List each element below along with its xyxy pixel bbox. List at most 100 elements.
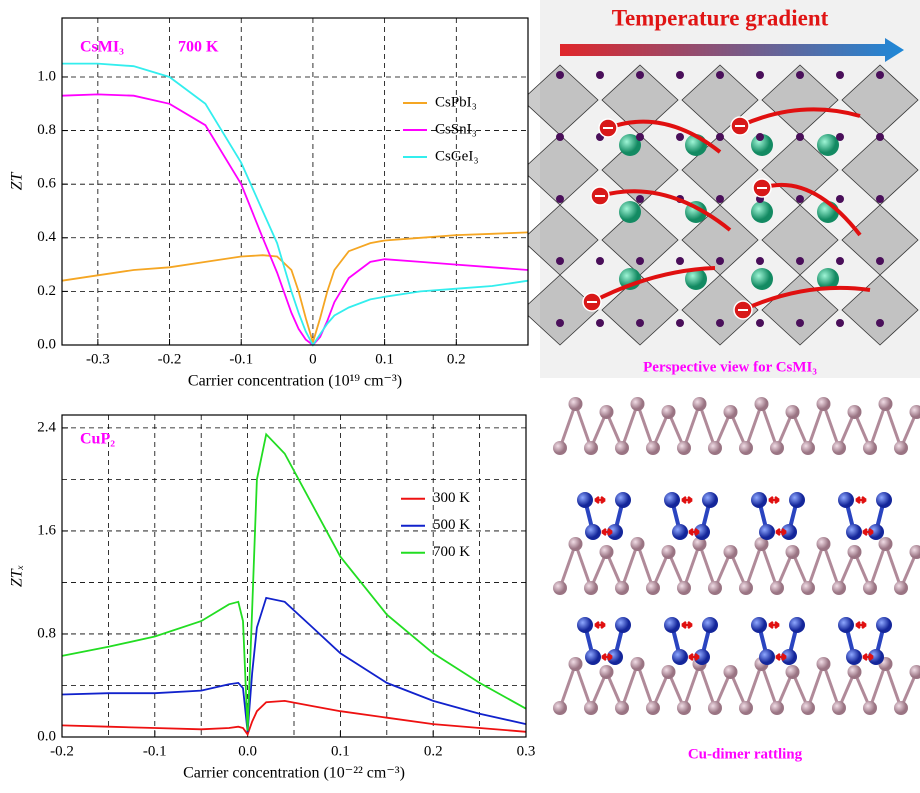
cu-atom — [838, 492, 854, 508]
p-atom — [770, 701, 784, 715]
i-atom — [796, 133, 804, 141]
p-atom — [739, 581, 753, 595]
i-atom — [756, 319, 764, 327]
cu-atom — [672, 649, 688, 665]
image-caption: Cu-dimer rattling — [688, 746, 803, 762]
i-atom — [636, 71, 644, 79]
rattle-arrow — [769, 622, 779, 628]
cu-atom — [664, 617, 680, 633]
cu-atom — [876, 617, 892, 633]
rattle-arrow — [602, 529, 612, 535]
i-atom — [716, 133, 724, 141]
x-tick-label: 0.3 — [517, 743, 536, 759]
x-tick-label: 0.2 — [424, 743, 443, 759]
cu-atom — [585, 524, 601, 540]
image-title: Temperature gradient — [612, 5, 829, 30]
rattle-arrow — [863, 654, 873, 660]
p-atom — [801, 441, 815, 455]
i-atom — [876, 319, 884, 327]
cu-atom — [577, 492, 593, 508]
y-tick-label: 0.8 — [37, 122, 56, 138]
p-atom — [817, 397, 831, 411]
page: {"chart_data": [ {"type": "line", "annot… — [0, 0, 920, 793]
i-atom — [556, 195, 564, 203]
p-atom — [615, 581, 629, 595]
rattle-arrow — [595, 497, 605, 503]
y-tick-label: 2.4 — [37, 419, 56, 435]
p-atom — [631, 657, 645, 671]
cu-atom — [751, 492, 767, 508]
i-atom — [676, 319, 684, 327]
y-tick-label: 0.4 — [37, 229, 56, 245]
i-atom — [716, 319, 724, 327]
p-atom — [786, 405, 800, 419]
cu-atom — [615, 492, 631, 508]
p-atom — [569, 657, 583, 671]
i-atom — [836, 257, 844, 265]
p-atom — [801, 581, 815, 595]
i-atom — [676, 257, 684, 265]
y-tick-label: 0.2 — [37, 283, 56, 299]
i-atom — [716, 195, 724, 203]
p-atom — [894, 441, 908, 455]
annotation: CuP₂ — [80, 431, 115, 448]
p-atom — [879, 397, 893, 411]
rattle-arrow — [689, 529, 699, 535]
p-atom — [553, 701, 567, 715]
p-atom — [739, 701, 753, 715]
x-tick-label: 0.1 — [375, 351, 394, 367]
rattle-arrow — [595, 622, 605, 628]
p-atom — [584, 441, 598, 455]
x-tick-label: 0.1 — [331, 743, 350, 759]
cu-atom — [577, 617, 593, 633]
i-atom — [836, 133, 844, 141]
cu-atom — [789, 492, 805, 508]
p-atom — [600, 545, 614, 559]
x-axis-label: Carrier concentration (10⁻²² cm⁻³) — [183, 765, 405, 782]
rattle-arrow — [769, 497, 779, 503]
plot-area — [62, 18, 528, 345]
i-atom — [676, 133, 684, 141]
p-atom — [755, 397, 769, 411]
p-atom — [910, 405, 920, 419]
i-atom — [836, 319, 844, 327]
cs-atom — [619, 201, 641, 223]
p-atom — [724, 665, 738, 679]
y-tick-label: 0.8 — [37, 625, 56, 641]
i-atom — [636, 195, 644, 203]
cu-atom — [846, 649, 862, 665]
rattle-arrow — [856, 497, 866, 503]
i-atom — [876, 257, 884, 265]
p-atom — [553, 441, 567, 455]
p-atom — [863, 701, 877, 715]
p-atom — [615, 441, 629, 455]
p-atom — [646, 701, 660, 715]
p-atom — [677, 441, 691, 455]
i-atom — [636, 319, 644, 327]
i-atom — [556, 133, 564, 141]
p-atom — [848, 665, 862, 679]
y-axis-label: ZTₓ — [9, 565, 26, 587]
p-atom — [832, 581, 846, 595]
i-atom — [796, 257, 804, 265]
p-atom — [863, 581, 877, 595]
i-atom — [836, 71, 844, 79]
i-atom — [796, 195, 804, 203]
p-atom — [708, 441, 722, 455]
i-atom — [636, 133, 644, 141]
p-atom — [724, 405, 738, 419]
y-tick-label: 1.6 — [37, 522, 56, 538]
i-atom — [716, 257, 724, 265]
p-atom — [569, 397, 583, 411]
image-caption: Perspective view for CsMI₃ — [643, 359, 817, 375]
p-atom — [677, 581, 691, 595]
legend-label: CsSnI₃ — [435, 121, 477, 137]
p-atom — [786, 665, 800, 679]
i-atom — [876, 195, 884, 203]
i-atom — [756, 133, 764, 141]
rattle-arrow — [689, 654, 699, 660]
i-atom — [556, 71, 564, 79]
p-atom — [646, 441, 660, 455]
cs-atom — [817, 134, 839, 156]
p-atom — [894, 581, 908, 595]
